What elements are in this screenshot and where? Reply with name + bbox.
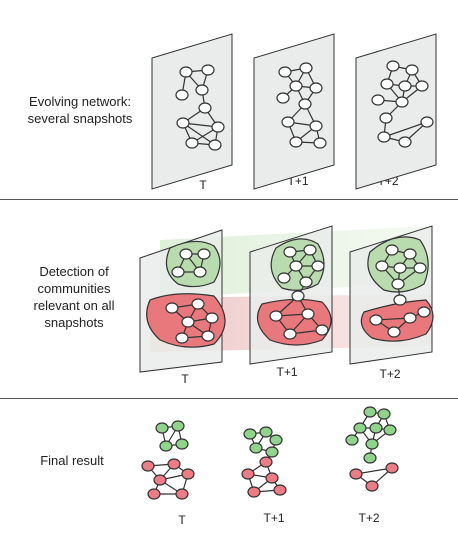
row3-label-line1: Final result	[40, 453, 104, 468]
row1-panels	[151, 33, 437, 190]
row1-graph-t	[175, 64, 225, 151]
row3-graph-t1	[241, 426, 287, 498]
row2-label-line2: communities	[37, 281, 111, 296]
row1-panel-t	[151, 33, 233, 190]
row2-label-line3: relevant on all	[33, 298, 115, 313]
divider-top	[0, 199, 458, 200]
row1-label: Evolving network: several snapshots	[10, 93, 150, 127]
row1-panel-t1	[253, 33, 335, 190]
row2-t2-red-community	[360, 299, 434, 342]
row1-snapshot-label-t: T	[199, 178, 207, 192]
row2-snapshot-label-t1: T+1	[276, 365, 298, 379]
row1-label-line1: Evolving network:	[29, 94, 131, 109]
row2-graph-t2	[360, 236, 434, 342]
row1-panel-t2	[355, 33, 437, 190]
row3-graph-t	[141, 420, 195, 500]
row2-label-line4: snapshots	[44, 315, 104, 330]
row3-graph-t2	[345, 406, 399, 492]
row2-label: Detection of communities relevant on all…	[14, 263, 134, 331]
row1-label-line2: several snapshots	[27, 111, 133, 126]
divider-bottom	[0, 398, 458, 399]
row3-label: Final result	[12, 452, 132, 469]
row3-snapshot-label-t2: T+2	[358, 511, 380, 525]
row2-graph-t1	[256, 238, 332, 346]
row3-snapshot-label-t: T	[178, 513, 186, 527]
row2-snapshot-label-t2: T+2	[379, 367, 401, 381]
row3-snapshot-label-t1: T+1	[263, 511, 285, 525]
row1-graph-t2	[371, 60, 434, 148]
row1-graph-t1	[276, 62, 327, 149]
row2-label-line1: Detection of	[39, 264, 109, 279]
row2-snapshot-label-t: T	[181, 372, 189, 386]
row2-graph-t	[146, 240, 226, 348]
